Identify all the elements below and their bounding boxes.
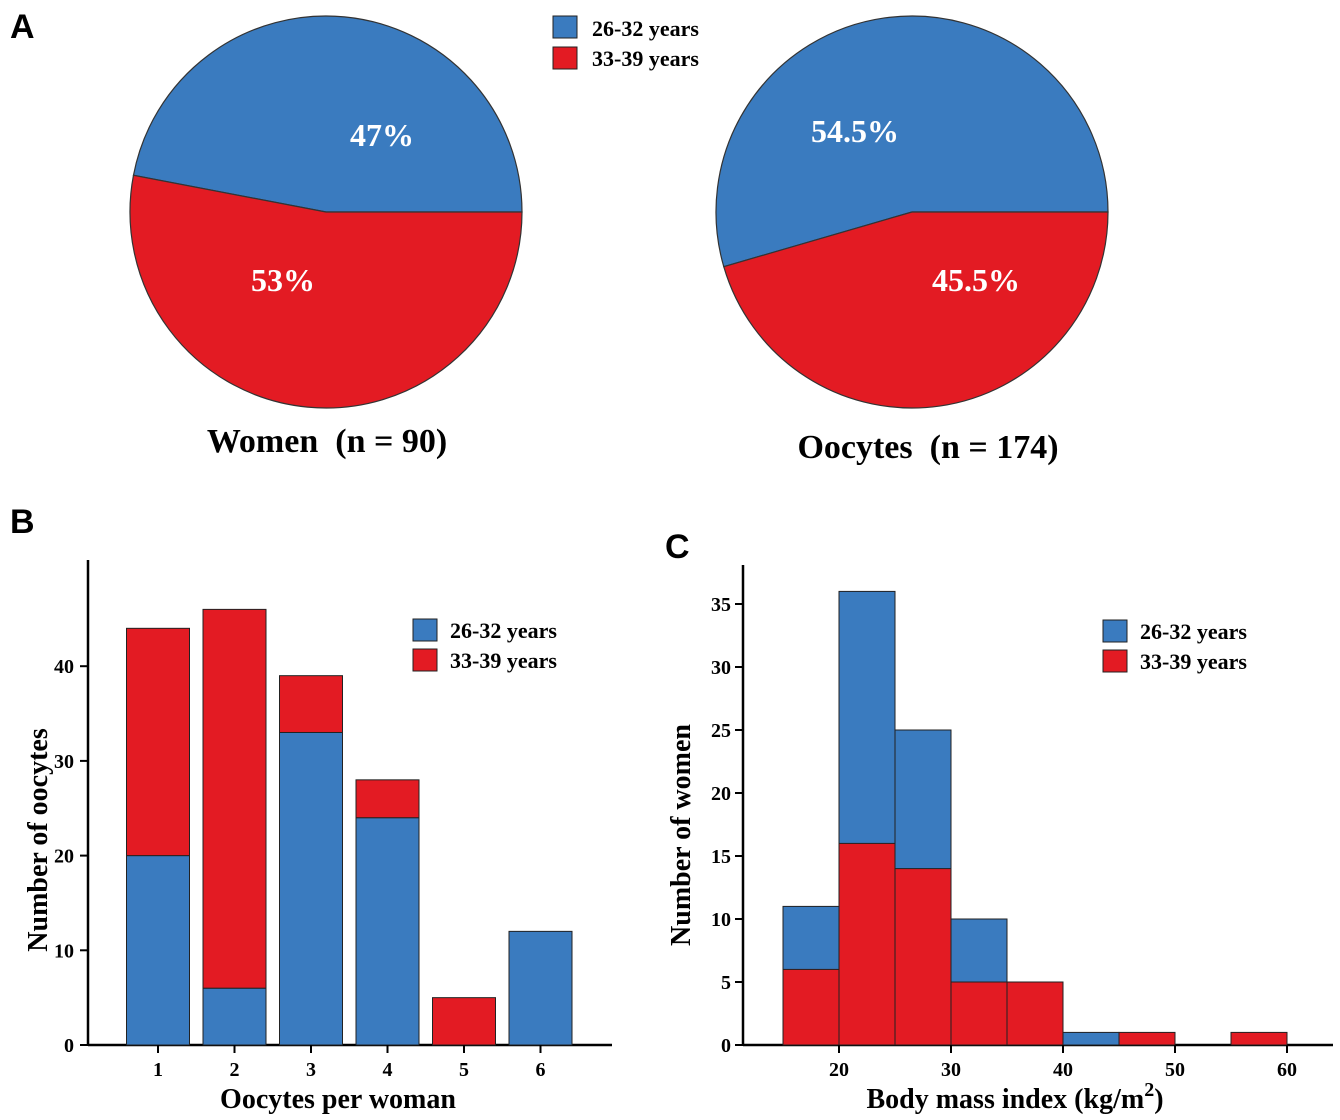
legend-label-33-39: 33-39 years: [1140, 649, 1247, 674]
legend-swatch-33-39: [412, 648, 438, 672]
bar-26-32: [508, 930, 573, 1046]
x-tick-label: 20: [829, 1059, 849, 1081]
pie-slice-33-39: [723, 211, 1109, 409]
bin-33-39: [950, 981, 1008, 1046]
legend-swatch-26-32: [552, 15, 578, 39]
bin-26-32: [1062, 1031, 1120, 1046]
x-tick-label: 6: [536, 1059, 546, 1081]
y-tick-label: 20: [711, 783, 731, 805]
y-tick-label: 20: [54, 846, 74, 868]
x-axis-title: Body mass index (kg/m2): [866, 1079, 1163, 1115]
y-tick-label: 40: [54, 656, 74, 678]
bar-chart-oocytes-per-woman: 0 10 20 30 40 1 2 3 4 5 6 Oocytes per woman Number o…: [23, 560, 612, 1115]
bin-33-39: [894, 868, 952, 1046]
histogram-bmi: 0 5 10 15 20 25 30 35 20 30 40 50 60 Body mass index …: [666, 565, 1333, 1115]
panel-label-a: A: [10, 8, 35, 46]
bar-33-39: [126, 627, 190, 857]
pie-slice-label: 54.5%: [811, 113, 899, 149]
y-tick-label: 35: [711, 594, 731, 616]
x-tick-label: 60: [1277, 1059, 1297, 1081]
panel-label-b: B: [10, 503, 35, 541]
bin-33-39: [838, 842, 896, 1046]
legend-label-26-32: 26-32 years: [1140, 619, 1247, 644]
bar-33-39: [279, 675, 343, 733]
legend-swatch-33-39: [1102, 649, 1128, 673]
bar-33-39: [432, 997, 496, 1046]
y-axis-title: Number of women: [666, 724, 697, 946]
y-tick-label: 0: [721, 1035, 731, 1057]
legend-label-33-39: 33-39 years: [450, 648, 557, 673]
bar-26-32: [202, 987, 267, 1046]
legend-b: 26-32 years 33-39 years: [412, 618, 557, 673]
bin-33-39: [1230, 1031, 1288, 1046]
y-axis-title: Number of oocytes: [23, 728, 54, 952]
bin-33-39: [1006, 981, 1064, 1046]
x-tick-label: 2: [230, 1059, 240, 1081]
x-tick-label: 30: [941, 1059, 961, 1081]
bar-26-32: [355, 817, 420, 1046]
y-tick-label: 10: [54, 940, 74, 962]
x-tick-label: 5: [459, 1059, 469, 1081]
pie-slice-33-39: [129, 174, 523, 409]
y-tick-label: 30: [711, 657, 731, 679]
bin-33-39: [782, 968, 840, 1046]
pie-slice-26-32: [715, 15, 1109, 268]
y-tick-label: 0: [64, 1035, 74, 1057]
pie-chart-oocytes: 54.5% 45.5%: [715, 15, 1109, 409]
bar-33-39: [202, 608, 267, 989]
x-tick-label: 3: [306, 1059, 316, 1081]
y-tick-label: 25: [711, 720, 731, 742]
pie-slice-26-32: [132, 15, 523, 213]
bar-26-32: [126, 855, 190, 1046]
bar-33-39: [355, 779, 420, 819]
bar-26-32: [279, 731, 343, 1046]
pie-title-women: Women (n = 90): [207, 423, 447, 460]
pie-title-oocytes: Oocytes (n = 174): [797, 429, 1058, 466]
legend-label-33-39: 33-39 years: [592, 46, 699, 71]
x-tick-label: 40: [1053, 1059, 1073, 1081]
pie-slice-label: 45.5%: [932, 262, 1020, 298]
x-tick-label: 1: [153, 1059, 163, 1081]
pie-legend: 26-32 years 33-39 years: [552, 15, 699, 71]
pie-slice-label: 53%: [251, 262, 315, 298]
legend-c: 26-32 years 33-39 years: [1102, 619, 1247, 674]
y-tick-label: 15: [711, 846, 731, 868]
x-axis-title: Oocytes per woman: [220, 1084, 456, 1115]
pie-chart-women: 47% 53%: [129, 15, 523, 409]
pie-slice-label: 47%: [350, 117, 414, 153]
x-tick-label: 50: [1165, 1059, 1185, 1081]
legend-label-26-32: 26-32 years: [592, 16, 699, 41]
x-tick-label: 4: [383, 1059, 393, 1081]
legend-swatch-26-32: [412, 618, 438, 642]
panel-label-c: C: [665, 528, 690, 566]
legend-label-26-32: 26-32 years: [450, 618, 557, 643]
legend-swatch-26-32: [1102, 619, 1128, 643]
y-tick-label: 30: [54, 751, 74, 773]
bin-33-39: [1118, 1031, 1176, 1046]
y-tick-label: 5: [721, 972, 731, 994]
legend-swatch-33-39: [552, 46, 578, 70]
y-tick-label: 10: [711, 909, 731, 931]
